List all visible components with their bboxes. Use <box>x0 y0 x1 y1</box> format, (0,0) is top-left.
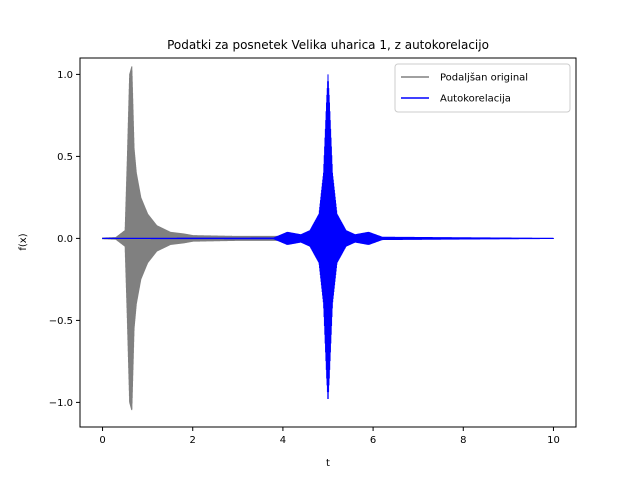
legend-entry-label: Autokorelacija <box>440 94 511 105</box>
series-line-original <box>102 66 288 411</box>
plot-frame <box>79 57 577 428</box>
plot-area <box>102 66 554 411</box>
legend-box <box>394 63 571 113</box>
legend-entry-label: Podaljšan original <box>440 72 528 84</box>
y-tick-label: 1.0 <box>57 70 73 81</box>
y-tick-label: −1.0 <box>49 398 73 409</box>
series-line-autocorrelation <box>102 74 554 399</box>
axes: 0 2 4 6 8 10 −1.0 −0.5 0.0 0.5 1.0 <box>49 57 577 446</box>
x-tick-label: 6 <box>370 435 376 446</box>
y-tick-label: −0.5 <box>49 316 73 327</box>
y-tick-label: 0.5 <box>57 152 73 163</box>
x-tick-label: 8 <box>460 435 466 446</box>
x-axis-label: t <box>326 458 330 469</box>
legend: Podaljšan original Autokorelacija <box>394 63 571 113</box>
chart-title: Podatki za posnetek Velika uharica 1, z … <box>167 38 489 52</box>
y-tick-label: 0.0 <box>57 234 73 245</box>
x-tick-label: 10 <box>547 435 560 446</box>
x-tick-label: 0 <box>99 435 105 446</box>
x-tick-label: 4 <box>280 435 286 446</box>
x-tick-label: 2 <box>190 435 196 446</box>
y-axis-label: f(x) <box>18 233 29 250</box>
